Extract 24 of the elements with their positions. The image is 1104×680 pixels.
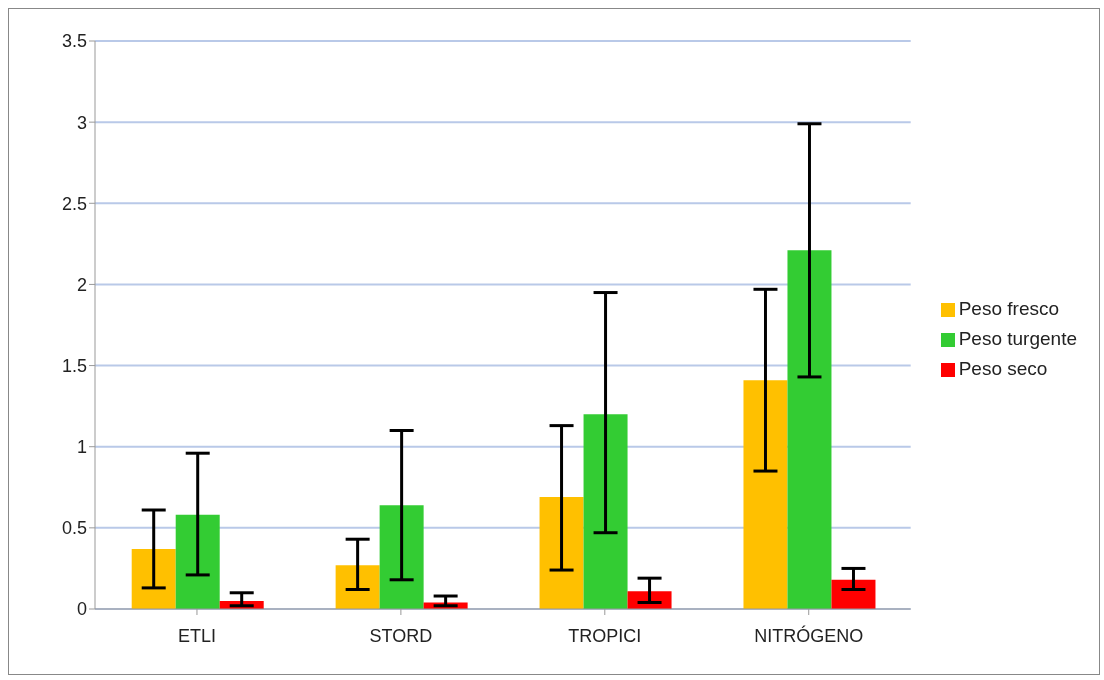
bar bbox=[175, 514, 220, 609]
y-tick-label: 1.5 bbox=[61, 355, 87, 376]
y-tick-label: 2 bbox=[76, 274, 87, 295]
bar bbox=[131, 548, 176, 609]
bar bbox=[539, 497, 584, 609]
x-tick-label: STORD bbox=[369, 625, 433, 646]
x-tick-label: NITRÓGENO bbox=[754, 624, 864, 646]
bar bbox=[379, 505, 424, 609]
bar bbox=[335, 565, 380, 609]
legend-label: Peso fresco bbox=[958, 298, 1060, 319]
y-tick-label: 3 bbox=[76, 112, 87, 133]
bar bbox=[831, 579, 876, 609]
y-tick-label: 0.5 bbox=[61, 518, 87, 539]
bar bbox=[787, 250, 832, 609]
bar bbox=[743, 380, 788, 609]
x-tick-label: TROPICI bbox=[568, 625, 642, 646]
y-tick-label: 0 bbox=[76, 599, 87, 620]
y-tick-label: 1 bbox=[76, 437, 87, 458]
legend-label: Peso turgente bbox=[958, 328, 1077, 349]
y-tick-label: 3.5 bbox=[61, 31, 87, 52]
y-tick-label: 2.5 bbox=[61, 193, 87, 214]
x-tick-label: ETLI bbox=[177, 625, 216, 646]
bar bbox=[583, 414, 628, 609]
legend-label: Peso seco bbox=[958, 358, 1048, 379]
